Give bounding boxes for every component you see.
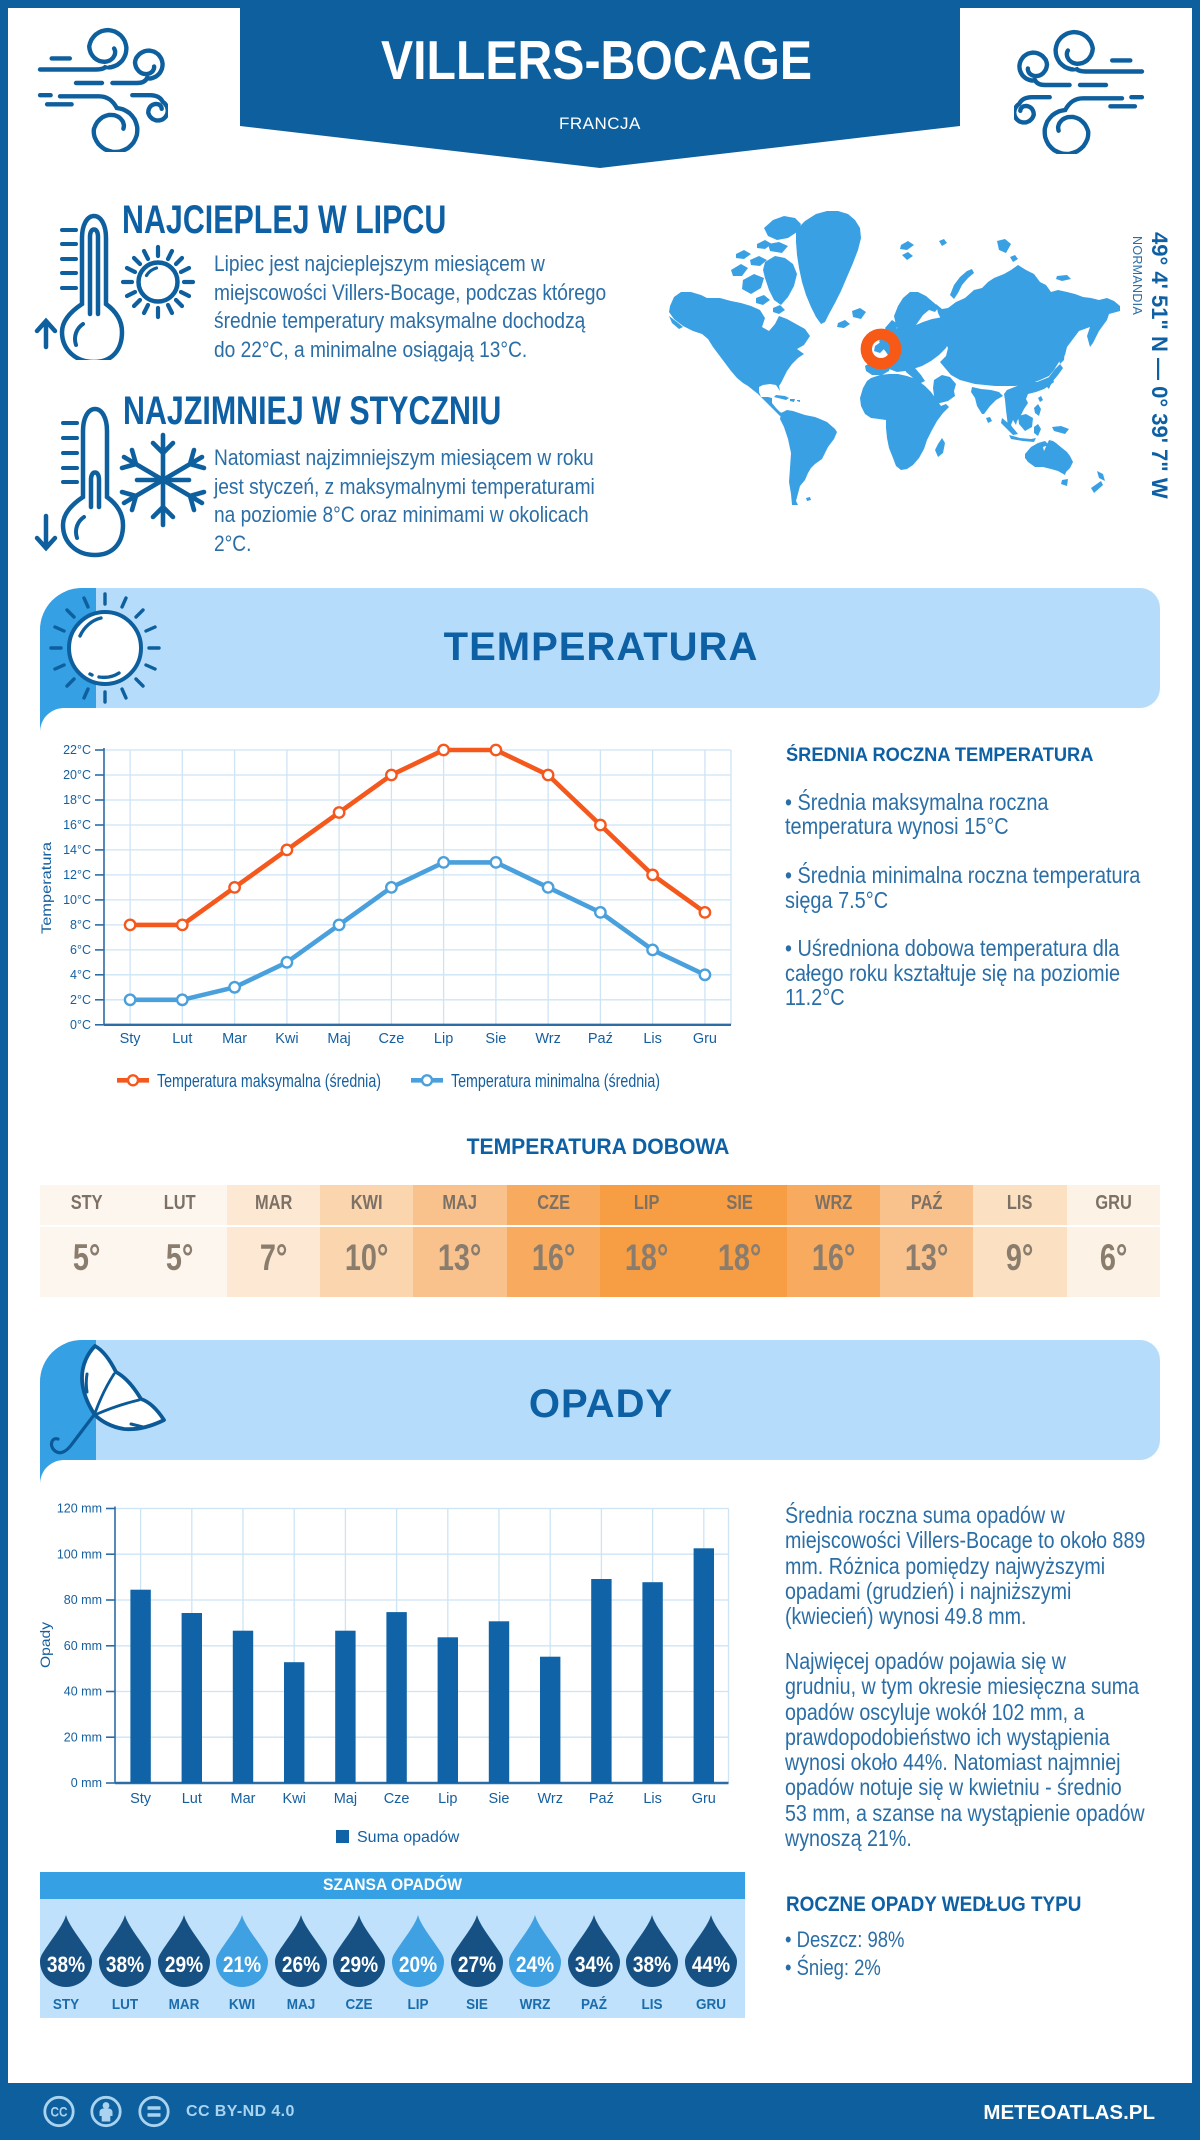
svg-text:Mar: Mar: [231, 1791, 256, 1807]
svg-text:Paź: Paź: [588, 1031, 613, 1047]
svg-text:Lip: Lip: [434, 1031, 453, 1047]
svg-text:Temperatura: Temperatura: [38, 842, 54, 934]
svg-text:20 mm: 20 mm: [64, 1731, 102, 1745]
svg-text:80 mm: 80 mm: [64, 1593, 102, 1607]
svg-text:Gru: Gru: [693, 1031, 717, 1047]
svg-text:Sty: Sty: [120, 1031, 142, 1047]
svg-text:Opady: Opady: [37, 1622, 53, 1668]
svg-text:40 mm: 40 mm: [64, 1685, 102, 1699]
svg-text:Wrz: Wrz: [535, 1031, 561, 1047]
svg-text:Suma opadów: Suma opadów: [357, 1829, 460, 1846]
svg-text:Cze: Cze: [379, 1031, 405, 1047]
svg-text:Kwi: Kwi: [283, 1791, 306, 1807]
svg-text:Sty: Sty: [130, 1791, 152, 1807]
svg-text:120 mm: 120 mm: [57, 1502, 102, 1516]
svg-text:10°C: 10°C: [63, 893, 91, 907]
svg-text:0 mm: 0 mm: [71, 1776, 102, 1790]
svg-text:Sie: Sie: [489, 1791, 510, 1807]
svg-text:60 mm: 60 mm: [64, 1639, 102, 1653]
svg-text:22°C: 22°C: [63, 743, 91, 757]
svg-text:Lut: Lut: [182, 1791, 202, 1807]
svg-text:4°C: 4°C: [70, 968, 91, 982]
svg-text:20°C: 20°C: [63, 768, 91, 782]
svg-text:Kwi: Kwi: [275, 1031, 298, 1047]
svg-text:Mar: Mar: [222, 1031, 247, 1047]
svg-text:Gru: Gru: [692, 1791, 716, 1807]
svg-text:Lis: Lis: [643, 1791, 662, 1807]
svg-text:Lis: Lis: [643, 1031, 662, 1047]
svg-text:Maj: Maj: [327, 1031, 350, 1047]
svg-text:12°C: 12°C: [63, 868, 91, 882]
svg-text:2°C: 2°C: [70, 993, 91, 1007]
svg-text:Lut: Lut: [172, 1031, 192, 1047]
svg-text:14°C: 14°C: [63, 843, 91, 857]
svg-text:16°C: 16°C: [63, 818, 91, 832]
svg-text:8°C: 8°C: [70, 918, 91, 932]
svg-text:6°C: 6°C: [70, 943, 91, 957]
svg-text:CC: CC: [51, 2105, 68, 2120]
svg-text:18°C: 18°C: [63, 793, 91, 807]
svg-text:0°C: 0°C: [70, 1018, 91, 1032]
svg-text:Maj: Maj: [334, 1791, 357, 1807]
svg-text:Lip: Lip: [438, 1791, 457, 1807]
svg-text:Cze: Cze: [384, 1791, 410, 1807]
svg-text:Temperatura minimalna (średnia: Temperatura minimalna (średnia): [451, 1071, 660, 1091]
svg-text:Wrz: Wrz: [537, 1791, 563, 1807]
svg-text:Paź: Paź: [589, 1791, 614, 1807]
svg-text:100 mm: 100 mm: [57, 1548, 102, 1562]
svg-text:Temperatura maksymalna (średni: Temperatura maksymalna (średnia): [157, 1071, 381, 1091]
svg-text:Sie: Sie: [485, 1031, 506, 1047]
